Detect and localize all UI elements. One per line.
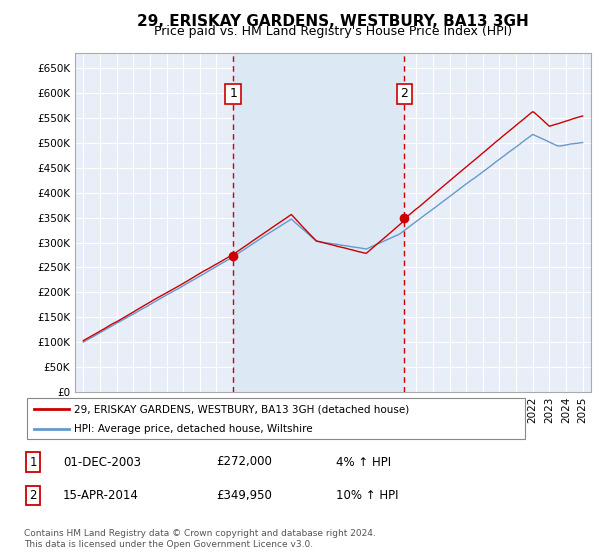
Text: 1: 1 <box>29 455 37 469</box>
Text: 15-APR-2014: 15-APR-2014 <box>63 489 139 502</box>
Text: 01-DEC-2003: 01-DEC-2003 <box>63 455 141 469</box>
FancyBboxPatch shape <box>26 399 526 439</box>
Text: Contains HM Land Registry data © Crown copyright and database right 2024.
This d: Contains HM Land Registry data © Crown c… <box>24 529 376 549</box>
Text: 10% ↑ HPI: 10% ↑ HPI <box>336 489 398 502</box>
Text: 2: 2 <box>400 87 409 100</box>
Text: £349,950: £349,950 <box>216 489 272 502</box>
Text: Price paid vs. HM Land Registry's House Price Index (HPI): Price paid vs. HM Land Registry's House … <box>154 25 512 38</box>
Text: HPI: Average price, detached house, Wiltshire: HPI: Average price, detached house, Wilt… <box>74 424 313 433</box>
Text: 29, ERISKAY GARDENS, WESTBURY, BA13 3GH: 29, ERISKAY GARDENS, WESTBURY, BA13 3GH <box>137 14 529 29</box>
Text: 4% ↑ HPI: 4% ↑ HPI <box>336 455 391 469</box>
Text: £272,000: £272,000 <box>216 455 272 469</box>
Text: 2: 2 <box>29 489 37 502</box>
Text: 1: 1 <box>229 87 237 100</box>
Bar <box>233 53 404 392</box>
Text: 29, ERISKAY GARDENS, WESTBURY, BA13 3GH (detached house): 29, ERISKAY GARDENS, WESTBURY, BA13 3GH … <box>74 404 410 414</box>
